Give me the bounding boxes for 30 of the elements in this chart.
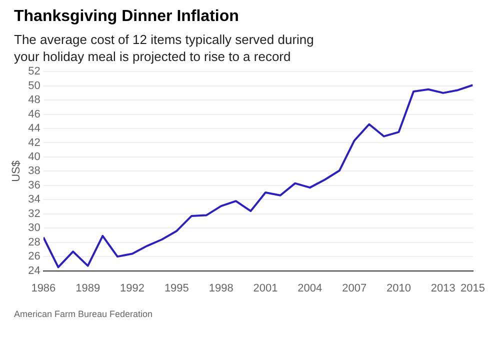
x-tick-label: 1989: [76, 282, 100, 294]
y-tick-label: 30: [28, 222, 40, 234]
x-tick-label: 2015: [460, 282, 486, 294]
y-tick-label: 32: [28, 208, 40, 220]
y-axis-title: US$: [10, 160, 23, 182]
y-tick-label: 36: [28, 179, 40, 192]
y-tick-label: 40: [28, 151, 40, 164]
x-tick-label: 1992: [120, 282, 145, 294]
x-tick-label: 2001: [253, 282, 278, 294]
x-tick-label: 1995: [164, 282, 189, 294]
y-tick-label: 34: [28, 194, 40, 206]
y-tick-label: 48: [28, 94, 40, 106]
y-tick-label: 44: [28, 122, 40, 135]
y-tick-label: 24: [28, 264, 40, 277]
x-tick-label: 1986: [31, 282, 56, 294]
text: American Farm Bureau Federation: [14, 309, 153, 319]
x-tick-label: 2004: [298, 282, 322, 294]
y-tick-label: 46: [28, 108, 40, 120]
chart-title: Thanksgiving Dinner Inflation: [14, 8, 239, 26]
y-tick-label: 28: [28, 236, 40, 248]
y-tick-label: 42: [28, 136, 40, 149]
chart-subtitle: The average cost of 12 items typically served during your holiday meal is projected to rise to a record: [14, 31, 315, 65]
y-tick-label: 38: [28, 165, 40, 178]
x-tick-label: 2010: [386, 282, 411, 294]
x-tick-label: 1998: [208, 282, 234, 294]
y-tick-label: 50: [28, 80, 40, 92]
x-tick-label: 2013: [430, 282, 456, 294]
y-tick-label: 26: [28, 250, 40, 263]
x-tick-label: 2007: [342, 282, 367, 294]
y-tick-label: 52: [28, 66, 40, 78]
